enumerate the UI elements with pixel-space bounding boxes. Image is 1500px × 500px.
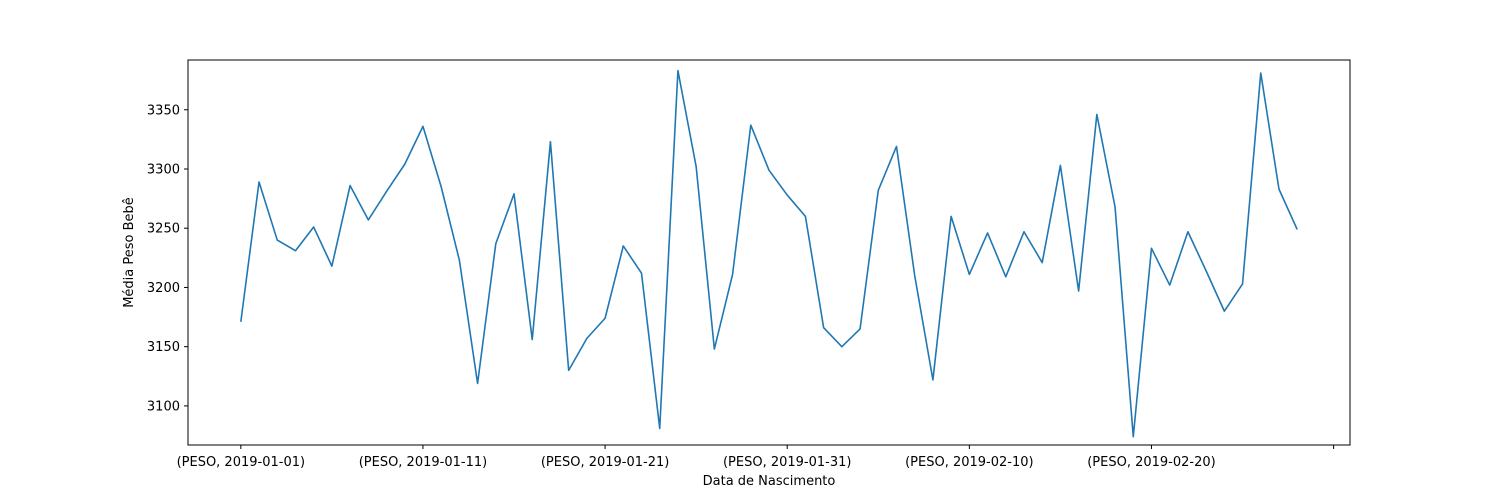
y-tick-label: 3150 [147,340,180,355]
y-tick-label: 3200 [147,281,180,296]
y-axis-title: Média Peso Bebê [122,197,137,308]
y-tick-label: 3250 [147,222,180,237]
plot-area [188,60,1350,445]
x-tick-label: (PESO, 2019-02-10) [905,455,1034,470]
y-tick-label: 3350 [147,103,180,118]
x-axis-ticks: (PESO, 2019-01-01) (PESO, 2019-01-11) (PES… [177,445,1335,470]
x-tick-label: (PESO, 2019-01-31) [723,455,852,470]
y-tick-label: 3100 [147,399,180,414]
x-tick-label: (PESO, 2019-01-21) [541,455,670,470]
x-tick-label: (PESO, 2019-01-01) [177,455,306,470]
x-tick-label: (PESO, 2019-02-20) [1087,455,1216,470]
y-axis-ticks: 3100 3150 3200 3250 3300 3350 [147,103,188,414]
x-tick-label: (PESO, 2019-01-11) [359,455,488,470]
x-axis-title: Data de Nascimento [703,474,836,489]
series-line-peso [240,69,1298,438]
y-tick-label: 3300 [147,162,180,177]
plot-frame [187,59,1351,446]
series-layer [240,69,1298,438]
